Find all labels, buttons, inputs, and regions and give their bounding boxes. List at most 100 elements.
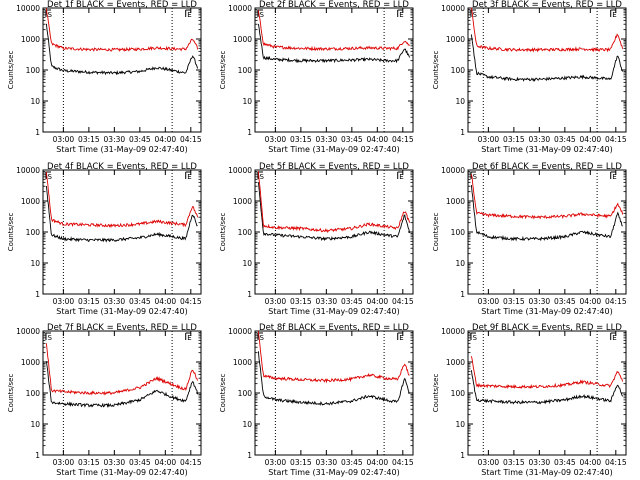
end-bracket: [397, 171, 403, 179]
end-bracket: [185, 171, 191, 179]
start-bracket: [45, 332, 51, 340]
x-tick-label: 03:45: [554, 135, 576, 144]
y-axis-label: Counts/sec: [7, 213, 15, 252]
y-tick-label: 100: [238, 66, 253, 75]
x-tick-label: 03:15: [503, 297, 525, 306]
x-axis-label: Start Time (31-May-09 02:47:40): [268, 145, 399, 154]
x-tick-label: 03:00: [53, 135, 75, 144]
end-mark: E: [187, 334, 191, 342]
y-tick-label: 10000: [441, 4, 465, 13]
x-tick-label: 03:30: [529, 458, 551, 467]
start-mark: S: [260, 11, 265, 19]
plot-frame: [254, 7, 414, 133]
end-mark: E: [612, 173, 616, 181]
end-bracket: [185, 9, 191, 17]
y-axis-label: Counts/sec: [7, 374, 15, 413]
x-tick-label: 03:45: [341, 297, 363, 306]
plot-frame: [254, 169, 414, 295]
chart-title: Det 1f BLACK = Events, RED = LLD: [47, 0, 197, 10]
y-tick-label: 1: [35, 128, 40, 137]
chart-panel-9: Det 9f BLACK = Events, RED = LLD Counts/s…: [432, 323, 627, 477]
series-lld-line: [257, 10, 410, 52]
chart-title: Det 5f BLACK = Events, RED = LLD: [259, 162, 409, 172]
chart-panel-6: Det 6f BLACK = Events, RED = LLD Counts/s…: [432, 162, 627, 316]
series-events-line: [257, 351, 411, 406]
chart-panel-8: Det 8f BLACK = Events, RED = LLD Counts/s…: [219, 323, 414, 477]
y-tick-label: 1000: [233, 197, 252, 206]
plot-frame: [467, 7, 627, 133]
y-tick-label: 10: [242, 259, 252, 268]
plot-frame: [467, 169, 627, 295]
series-events-line: [257, 23, 411, 64]
y-tick-label: 10000: [228, 4, 252, 13]
start-mark: S: [473, 173, 478, 181]
x-tick-label: 04:15: [392, 135, 414, 144]
y-axis-label: Counts/sec: [7, 51, 15, 90]
y-tick-label: 10: [30, 97, 40, 106]
y-tick-label: 1000: [446, 358, 465, 367]
series-lld-line: [470, 7, 624, 53]
x-tick-label: 03:45: [554, 297, 576, 306]
x-tick-label: 03:45: [129, 135, 151, 144]
y-tick-label: 100: [238, 228, 253, 237]
x-tick-label: 03:15: [78, 297, 100, 306]
series-lld-line: [470, 356, 624, 390]
x-tick-label: 04:00: [155, 297, 177, 306]
x-tick-label: 03:30: [316, 458, 338, 467]
x-tick-label: 03:45: [129, 297, 151, 306]
x-tick-label: 04:15: [392, 297, 414, 306]
x-axis-label: Start Time (31-May-09 02:47:40): [481, 145, 612, 154]
start-mark: S: [473, 334, 478, 342]
y-tick-label: 10000: [16, 4, 40, 13]
start-bracket: [470, 332, 476, 340]
chart-panel-5: Det 5f BLACK = Events, RED = LLD Counts/s…: [219, 162, 414, 316]
series-lld-line: [470, 174, 624, 220]
x-tick-label: 03:15: [290, 297, 312, 306]
y-tick-label: 10000: [228, 166, 252, 175]
end-mark: E: [187, 173, 191, 181]
x-tick-label: 04:00: [580, 135, 602, 144]
series-events-line: [470, 185, 623, 242]
x-axis-label: Start Time (31-May-09 02:47:40): [481, 307, 612, 316]
x-tick-label: 03:15: [290, 458, 312, 467]
x-tick-label: 04:15: [180, 135, 202, 144]
series-lld-line: [45, 8, 199, 52]
y-tick-label: 1000: [21, 35, 40, 44]
y-axis-label: Counts/sec: [219, 213, 227, 252]
x-axis-label: Start Time (31-May-09 02:47:40): [268, 468, 399, 477]
end-mark: E: [612, 334, 616, 342]
chart-title: Det 7f BLACK = Events, RED = LLD: [47, 323, 197, 333]
x-tick-label: 04:15: [605, 458, 627, 467]
x-tick-label: 03:00: [478, 458, 500, 467]
chart-title: Det 2f BLACK = Events, RED = LLD: [259, 0, 409, 10]
y-tick-label: 10: [455, 259, 465, 268]
y-tick-label: 1000: [233, 358, 252, 367]
x-tick-label: 04:00: [580, 297, 602, 306]
end-mark: E: [399, 173, 403, 181]
x-tick-label: 03:00: [265, 135, 287, 144]
x-tick-label: 04:00: [367, 135, 389, 144]
y-tick-label: 1: [35, 290, 40, 299]
series-lld-line: [257, 171, 411, 234]
y-tick-label: 10: [455, 420, 465, 429]
y-tick-label: 1: [460, 451, 465, 460]
x-tick-label: 04:15: [605, 297, 627, 306]
x-tick-label: 03:15: [78, 458, 100, 467]
x-tick-label: 04:00: [580, 458, 602, 467]
chart-panel-4: Det 4f BLACK = Events, RED = LLD Counts/s…: [7, 162, 202, 316]
x-tick-label: 04:00: [367, 297, 389, 306]
start-mark: S: [48, 173, 53, 181]
start-mark: S: [473, 11, 478, 19]
chart-title: Det 3f BLACK = Events, RED = LLD: [472, 0, 622, 10]
end-mark: E: [612, 11, 616, 19]
y-tick-label: 1: [460, 290, 465, 299]
x-tick-label: 04:00: [155, 458, 177, 467]
y-tick-label: 10000: [16, 166, 40, 175]
y-tick-label: 10000: [228, 327, 252, 336]
y-axis-label: Counts/sec: [432, 213, 440, 252]
x-tick-label: 03:45: [341, 135, 363, 144]
x-tick-label: 03:00: [53, 297, 75, 306]
series-events-line: [257, 182, 411, 242]
start-bracket: [257, 9, 263, 17]
